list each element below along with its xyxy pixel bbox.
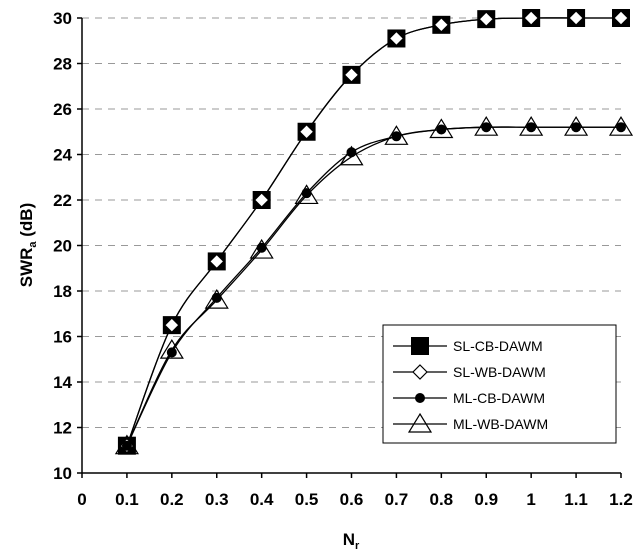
legend-label: ML-CB-DAWM: [453, 390, 545, 406]
data-point: [436, 124, 447, 135]
y-tick-label: 16: [53, 328, 72, 347]
data-point: [526, 122, 537, 133]
data-point: [256, 242, 267, 253]
x-tick-label: 1: [526, 490, 535, 509]
series-markers: [114, 116, 634, 455]
markers: [114, 9, 634, 455]
data-point: [208, 253, 225, 270]
x-tick-label: 0.1: [115, 490, 139, 509]
legend-entry: ML-WB-DAWM: [393, 412, 548, 433]
y-tick-label: 10: [53, 464, 72, 483]
data-point: [613, 10, 629, 26]
data-point: [384, 125, 409, 145]
x-tick-label: 0.4: [250, 490, 274, 509]
legend-marker: [415, 393, 425, 403]
data-point: [519, 116, 544, 136]
data-point: [211, 292, 222, 303]
x-tick-label: 0.3: [205, 490, 229, 509]
data-point: [608, 116, 634, 136]
x-tick-label: 0.5: [295, 490, 319, 509]
data-point: [568, 10, 584, 26]
tick-labels: 10 12 14 16 18 20 22 24 26 28 30 0 0.1 0.2 0.3 0.4 0.5 0.…: [53, 9, 633, 509]
data-point: [249, 238, 274, 259]
y-tick-label: 18: [53, 282, 72, 301]
data-point: [429, 118, 454, 139]
y-tick-label: 28: [53, 55, 72, 74]
data-point: [564, 116, 589, 136]
y-axis-label: SWRa (dB): [17, 203, 39, 288]
data-point: [523, 10, 540, 26]
x-tick-label: 1.2: [609, 490, 633, 509]
data-point: [343, 67, 360, 83]
y-tick-label: 22: [53, 191, 72, 210]
data-point: [253, 192, 270, 208]
y-tick-label: 20: [53, 237, 72, 256]
y-tick-label: 24: [53, 146, 72, 165]
legend: SL-CB-DAWM SL-WB-DAWM ML-CB-DAWM ML-WB-DAWM: [382, 324, 617, 444]
y-tick-label: 30: [53, 9, 72, 28]
legend-label: ML-WB-DAWM: [453, 416, 548, 432]
x-tick-label: 1.1: [564, 490, 588, 509]
data-point: [166, 347, 177, 358]
data-point: [616, 122, 626, 133]
data-point: [474, 116, 499, 136]
y-tick-label: 12: [53, 419, 72, 438]
x-tick-label: 0.9: [474, 490, 498, 509]
data-point: [481, 122, 492, 133]
data-point: [388, 30, 405, 47]
legend-label: SL-WB-DAWM: [453, 364, 546, 380]
y-tick-label: 14: [53, 373, 72, 392]
y-tick-label: 26: [53, 100, 72, 119]
x-tick-label: 0: [77, 490, 86, 509]
data-point: [159, 338, 184, 359]
legend-entry: SL-WB-DAWM: [393, 364, 546, 380]
data-point: [294, 184, 319, 205]
data-point: [339, 145, 364, 166]
data-point: [301, 188, 312, 199]
data-point: [391, 131, 402, 142]
x-axis-label: Nr: [343, 530, 360, 552]
data-point: [298, 123, 315, 140]
data-point: [478, 11, 495, 27]
legend-marker: [407, 412, 433, 433]
data-point: [121, 440, 132, 451]
data-point: [571, 122, 582, 133]
legend-marker: [411, 337, 429, 355]
legend-marker: [412, 364, 428, 380]
legend-entry: SL-CB-DAWM: [393, 337, 543, 355]
x-tick-label: 0.8: [430, 490, 454, 509]
x-tick-label: 0.7: [385, 490, 409, 509]
x-tick-label: 0.6: [340, 490, 364, 509]
legend-entry: ML-CB-DAWM: [393, 390, 545, 406]
x-tick-label: 0.2: [160, 490, 184, 509]
data-point: [433, 16, 450, 33]
data-point: [204, 288, 229, 309]
data-point: [163, 317, 180, 333]
legend-label: SL-CB-DAWM: [453, 338, 543, 354]
data-point: [114, 434, 139, 455]
